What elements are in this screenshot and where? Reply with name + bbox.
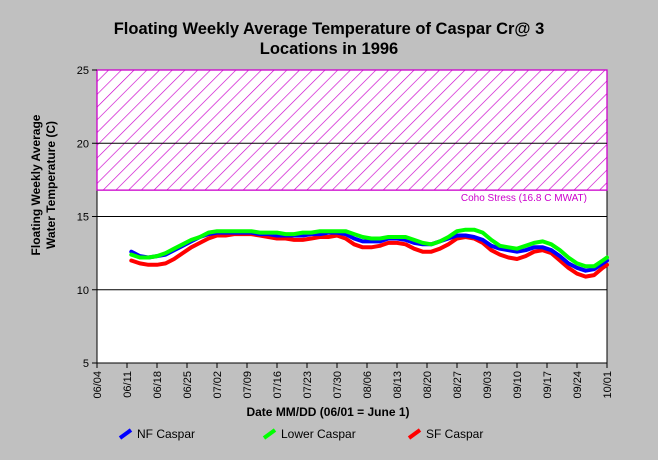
x-tick-label-09/03: 09/03 (482, 371, 494, 399)
x-tick-label-07/09: 07/09 (242, 371, 254, 399)
x-tick-label-09/17: 09/17 (542, 371, 554, 399)
grid-layer (97, 142, 607, 291)
legend-item-lower-caspar: Lower Caspar (262, 427, 356, 441)
series-layer (129, 227, 609, 279)
y-tick-label-25: 25 (77, 65, 89, 77)
x-tick-label-07/16: 07/16 (272, 371, 284, 399)
x-tick-label-08/20: 08/20 (422, 371, 434, 399)
legend-swatch-lower-caspar (262, 428, 277, 440)
series-line-lower-caspar (129, 227, 609, 269)
x-tick-label-10/01: 10/01 (602, 371, 614, 399)
chart-title-line2: Locations in 1996 (260, 40, 398, 58)
legend-item-nf-caspar: NF Caspar (118, 427, 195, 441)
y-tick-label-20: 20 (77, 138, 89, 150)
x-tick-label-06/04: 06/04 (92, 371, 104, 399)
x-tick-label-06/11: 06/11 (122, 371, 134, 398)
series-line-sf-caspar (129, 232, 609, 279)
y-tick-label-10: 10 (77, 285, 89, 297)
y-tick-label-15: 15 (77, 212, 89, 224)
y-axis-label-line2: Water Temperature (C) (44, 121, 58, 249)
x-axis-label: Date MM/DD (06/01 = June 1) (246, 405, 409, 419)
x-tick-label-08/06: 08/06 (362, 371, 374, 399)
legend-item-sf-caspar: SF Caspar (407, 427, 483, 441)
y-tick-label-5: 5 (83, 358, 89, 370)
x-tick-label-06/25: 06/25 (182, 371, 194, 399)
legend-swatch-nf-caspar (118, 428, 133, 440)
x-tick-label-09/24: 09/24 (572, 371, 584, 399)
x-tick-label-08/13: 08/13 (392, 371, 404, 399)
x-tick-label-07/30: 07/30 (332, 371, 344, 399)
y-axis-label-line1: Floating Weekly Average (29, 114, 43, 255)
legend-swatch-sf-caspar (407, 428, 422, 440)
legend-label-lower-caspar: Lower Caspar (281, 427, 356, 441)
coho-stress-label: Coho Stress (16.8 C MWAT) (461, 193, 587, 204)
x-tick-label-07/23: 07/23 (302, 371, 314, 399)
legend-label-sf-caspar: SF Caspar (426, 427, 483, 441)
x-tick-label-06/18: 06/18 (152, 371, 164, 399)
coho-stress-band (96, 69, 608, 191)
x-tick-label-07/02: 07/02 (212, 371, 224, 399)
x-tick-label-09/10: 09/10 (512, 371, 524, 399)
chart-title-line1: Floating Weekly Average Temperature of C… (114, 20, 545, 38)
axis-layer: 5 10 15 20 25 06/04 06/11 06/18 06/25 07/02 07/09 0… (77, 65, 614, 399)
legend-label-nf-caspar: NF Caspar (137, 427, 195, 441)
legend: NF Caspar Lower Caspar SF Caspar (118, 427, 483, 441)
x-tick-label-08/27: 08/27 (452, 371, 464, 399)
